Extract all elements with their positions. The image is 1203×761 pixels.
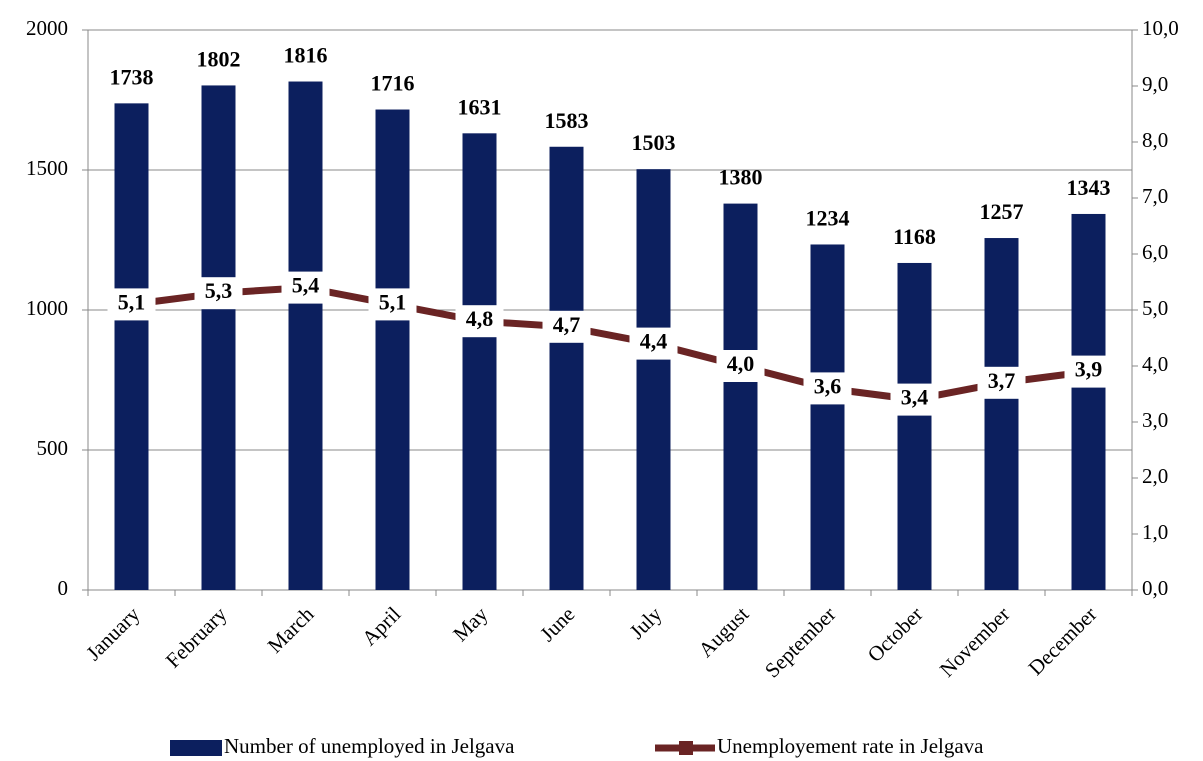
x-tick-label: March bbox=[263, 602, 319, 658]
bar-value-label: 1802 bbox=[197, 46, 241, 71]
line-value-label: 4,0 bbox=[727, 351, 755, 376]
y2-tick-label: 5,0 bbox=[1142, 296, 1168, 320]
bar-value-label: 1716 bbox=[371, 71, 415, 96]
y2-tick-label: 9,0 bbox=[1142, 72, 1168, 96]
legend-swatch bbox=[170, 740, 222, 756]
y2-tick-label: 0,0 bbox=[1142, 576, 1168, 600]
label-bg bbox=[1064, 355, 1113, 388]
bar-value-label: 1234 bbox=[806, 206, 850, 231]
bar-value-label: 1257 bbox=[980, 199, 1024, 224]
label-bg bbox=[281, 271, 330, 304]
line-value-label: 5,3 bbox=[205, 278, 233, 303]
label-bg bbox=[890, 383, 939, 416]
x-tick-label: July bbox=[625, 602, 667, 644]
y2-tick-label: 8,0 bbox=[1142, 128, 1168, 152]
label-bg bbox=[803, 372, 852, 405]
line bbox=[131, 284, 1089, 404]
bar bbox=[201, 85, 236, 590]
bar-value-label: 1503 bbox=[632, 130, 676, 155]
bar-value-label: 1583 bbox=[545, 108, 589, 133]
line-value-label: 3,4 bbox=[901, 385, 929, 410]
x-tick-label: October bbox=[863, 602, 928, 667]
bar bbox=[375, 109, 410, 591]
bar bbox=[288, 81, 323, 591]
y2-tick-label: 4,0 bbox=[1142, 352, 1168, 376]
line-value-label: 3,9 bbox=[1075, 357, 1103, 382]
bar bbox=[810, 244, 845, 591]
y2-tick-label: 10,0 bbox=[1142, 16, 1179, 40]
label-bg bbox=[368, 288, 417, 321]
line-value-label: 5,1 bbox=[118, 289, 146, 314]
bar bbox=[984, 238, 1019, 591]
bar bbox=[723, 203, 758, 590]
bar-value-label: 1816 bbox=[284, 43, 328, 68]
y-tick-label: 0 bbox=[58, 576, 69, 600]
y-tick-label: 1500 bbox=[26, 156, 68, 180]
line-value-label: 4,7 bbox=[553, 312, 581, 337]
legend-marker bbox=[679, 741, 693, 755]
bar bbox=[549, 146, 584, 590]
y2-tick-label: 7,0 bbox=[1142, 184, 1168, 208]
bar-value-label: 1631 bbox=[458, 94, 502, 119]
y2-tick-label: 2,0 bbox=[1142, 464, 1168, 488]
y-tick-label: 500 bbox=[37, 436, 69, 460]
bar-value-label: 1343 bbox=[1067, 175, 1111, 200]
x-tick-label: January bbox=[81, 602, 145, 666]
x-tick-label: November bbox=[935, 602, 1015, 682]
label-bg bbox=[629, 327, 678, 360]
bar bbox=[114, 103, 149, 591]
x-tick-label: September bbox=[760, 602, 840, 682]
label-bg bbox=[977, 366, 1026, 399]
x-tick-label: August bbox=[694, 602, 754, 662]
y2-tick-label: 6,0 bbox=[1142, 240, 1168, 264]
y-tick-label: 2000 bbox=[26, 16, 68, 40]
bar bbox=[462, 133, 497, 590]
legend-label: Unemployement rate in Jelgava bbox=[717, 734, 984, 758]
label-bg bbox=[194, 277, 243, 310]
bar bbox=[1071, 213, 1106, 590]
bar-value-label: 1738 bbox=[110, 64, 154, 89]
line-value-label: 5,4 bbox=[292, 273, 320, 298]
label-bg bbox=[455, 305, 504, 338]
x-tick-label: December bbox=[1023, 602, 1101, 680]
x-tick-label: February bbox=[161, 602, 232, 673]
bar bbox=[897, 262, 932, 590]
line-value-label: 4,4 bbox=[640, 329, 668, 354]
line-value-label: 3,7 bbox=[988, 368, 1016, 393]
label-bg bbox=[716, 350, 765, 382]
bar bbox=[636, 169, 671, 590]
label-bg bbox=[107, 288, 156, 321]
x-tick-label: April bbox=[357, 602, 405, 650]
y-tick-label: 1000 bbox=[26, 296, 68, 320]
x-tick-label: June bbox=[535, 602, 579, 646]
label-bg bbox=[542, 310, 591, 343]
y2-tick-label: 3,0 bbox=[1142, 408, 1168, 432]
line-value-label: 3,6 bbox=[814, 373, 842, 398]
bar-value-label: 1168 bbox=[893, 224, 936, 249]
line-value-label: 4,8 bbox=[466, 306, 494, 331]
y2-tick-label: 1,0 bbox=[1142, 520, 1168, 544]
x-tick-label: May bbox=[448, 602, 493, 647]
line-value-label: 5,1 bbox=[379, 289, 407, 314]
legend-label: Number of unemployed in Jelgava bbox=[224, 734, 515, 758]
bar-value-label: 1380 bbox=[719, 165, 763, 190]
